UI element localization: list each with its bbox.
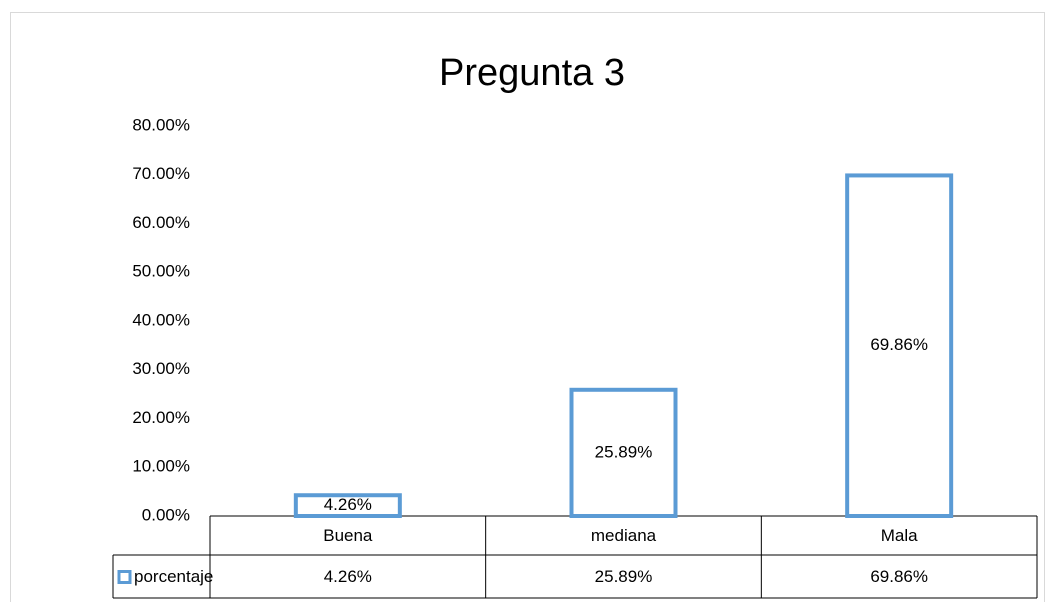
data-label: 25.89% bbox=[595, 442, 653, 461]
y-tick-label: 50.00% bbox=[132, 262, 190, 281]
y-tick-label: 20.00% bbox=[132, 408, 190, 427]
x-tick-label: Buena bbox=[323, 526, 373, 545]
legend-label: porcentaje bbox=[134, 567, 213, 586]
chart-title: Pregunta 3 bbox=[439, 52, 625, 94]
table-value: 69.86% bbox=[870, 567, 928, 586]
y-tick-label: 0.00% bbox=[142, 505, 190, 524]
bar bbox=[293, 493, 402, 519]
y-tick-label: 60.00% bbox=[132, 213, 190, 232]
x-tick-label: Mala bbox=[881, 526, 918, 545]
y-tick-label: 10.00% bbox=[132, 457, 190, 476]
table-value: 25.89% bbox=[595, 567, 653, 586]
y-tick-label: 40.00% bbox=[132, 310, 190, 329]
x-tick-label: mediana bbox=[591, 526, 657, 545]
y-tick-label: 80.00% bbox=[132, 115, 190, 134]
legend-key bbox=[117, 570, 132, 584]
y-tick-label: 30.00% bbox=[132, 359, 190, 378]
data-label: 69.86% bbox=[870, 335, 928, 354]
y-tick-label: 70.00% bbox=[132, 164, 190, 183]
bar bbox=[569, 387, 678, 519]
table-value: 4.26% bbox=[324, 567, 372, 586]
bar bbox=[845, 173, 954, 518]
data-label: 4.26% bbox=[324, 495, 372, 514]
